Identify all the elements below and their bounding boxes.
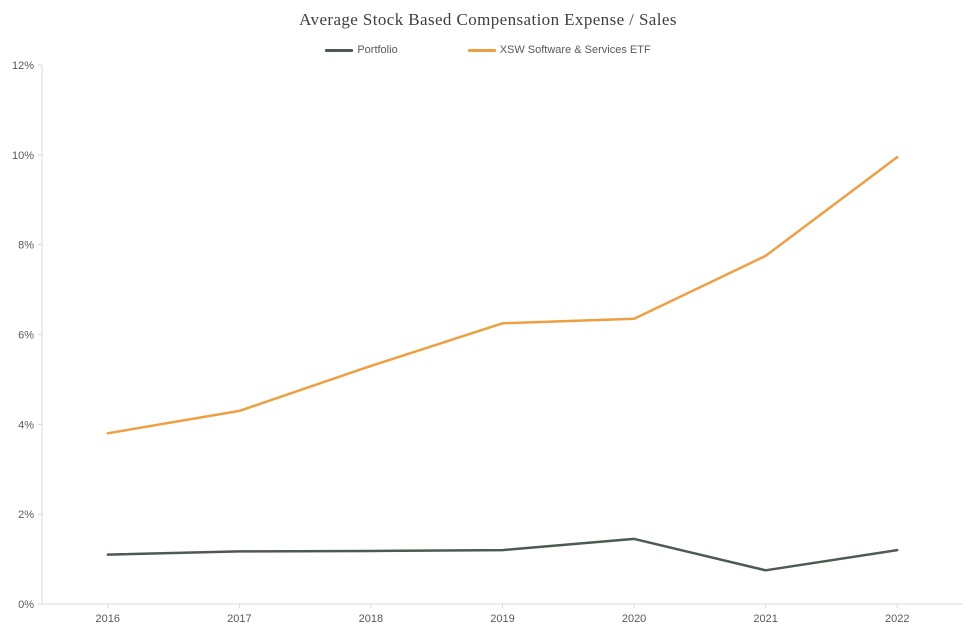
x-tick-label: 2019 [490,613,514,625]
y-tick-label: 8% [18,240,34,252]
chart-legend: Portfolio XSW Software & Services ETF [0,44,976,56]
legend-label-portfolio: Portfolio [357,44,398,56]
series-line-portfolio [106,537,899,572]
x-tick-label: 2017 [227,613,251,625]
x-tick-label: 2018 [359,613,383,625]
y-tick-label: 0% [18,599,34,611]
x-tick-label: 2021 [753,613,777,625]
y-tick-label: 4% [18,419,34,431]
series-line-xsw-etf [106,155,899,435]
chart-title: Average Stock Based Compensation Expense… [299,10,677,29]
x-tick-label: 2020 [622,613,646,625]
legend-swatch-portfolio [325,48,354,52]
legend-item-portfolio: Portfolio [325,44,398,56]
y-tick-label: 12% [12,60,34,72]
legend-label-xsw-etf: XSW Software & Services ETF [499,44,651,56]
legend-swatch-xsw-etf [467,48,496,52]
legend-item-xsw-etf: XSW Software & Services ETF [467,44,651,56]
x-tick-label: 2022 [885,613,909,625]
y-tick-label: 2% [18,509,34,521]
y-tick-label: 10% [12,150,34,162]
x-tick-label: 2016 [96,613,120,625]
y-tick-label: 6% [18,330,34,342]
